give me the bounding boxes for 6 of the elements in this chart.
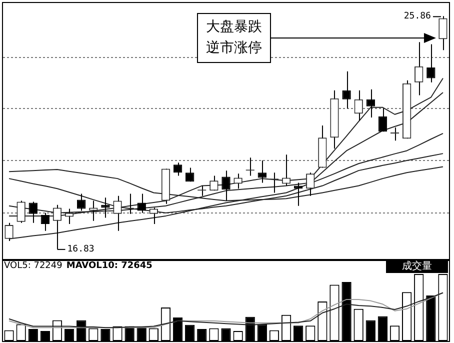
annotation: 大盘暴跌逆市涨停	[197, 13, 271, 63]
annotation: 25.86	[404, 11, 431, 22]
text: MAVOL10: 72645	[66, 261, 152, 271]
text: VOL5: 72249	[4, 261, 62, 271]
annotation: 16.83	[67, 244, 94, 254]
text: 成交量	[386, 261, 448, 273]
